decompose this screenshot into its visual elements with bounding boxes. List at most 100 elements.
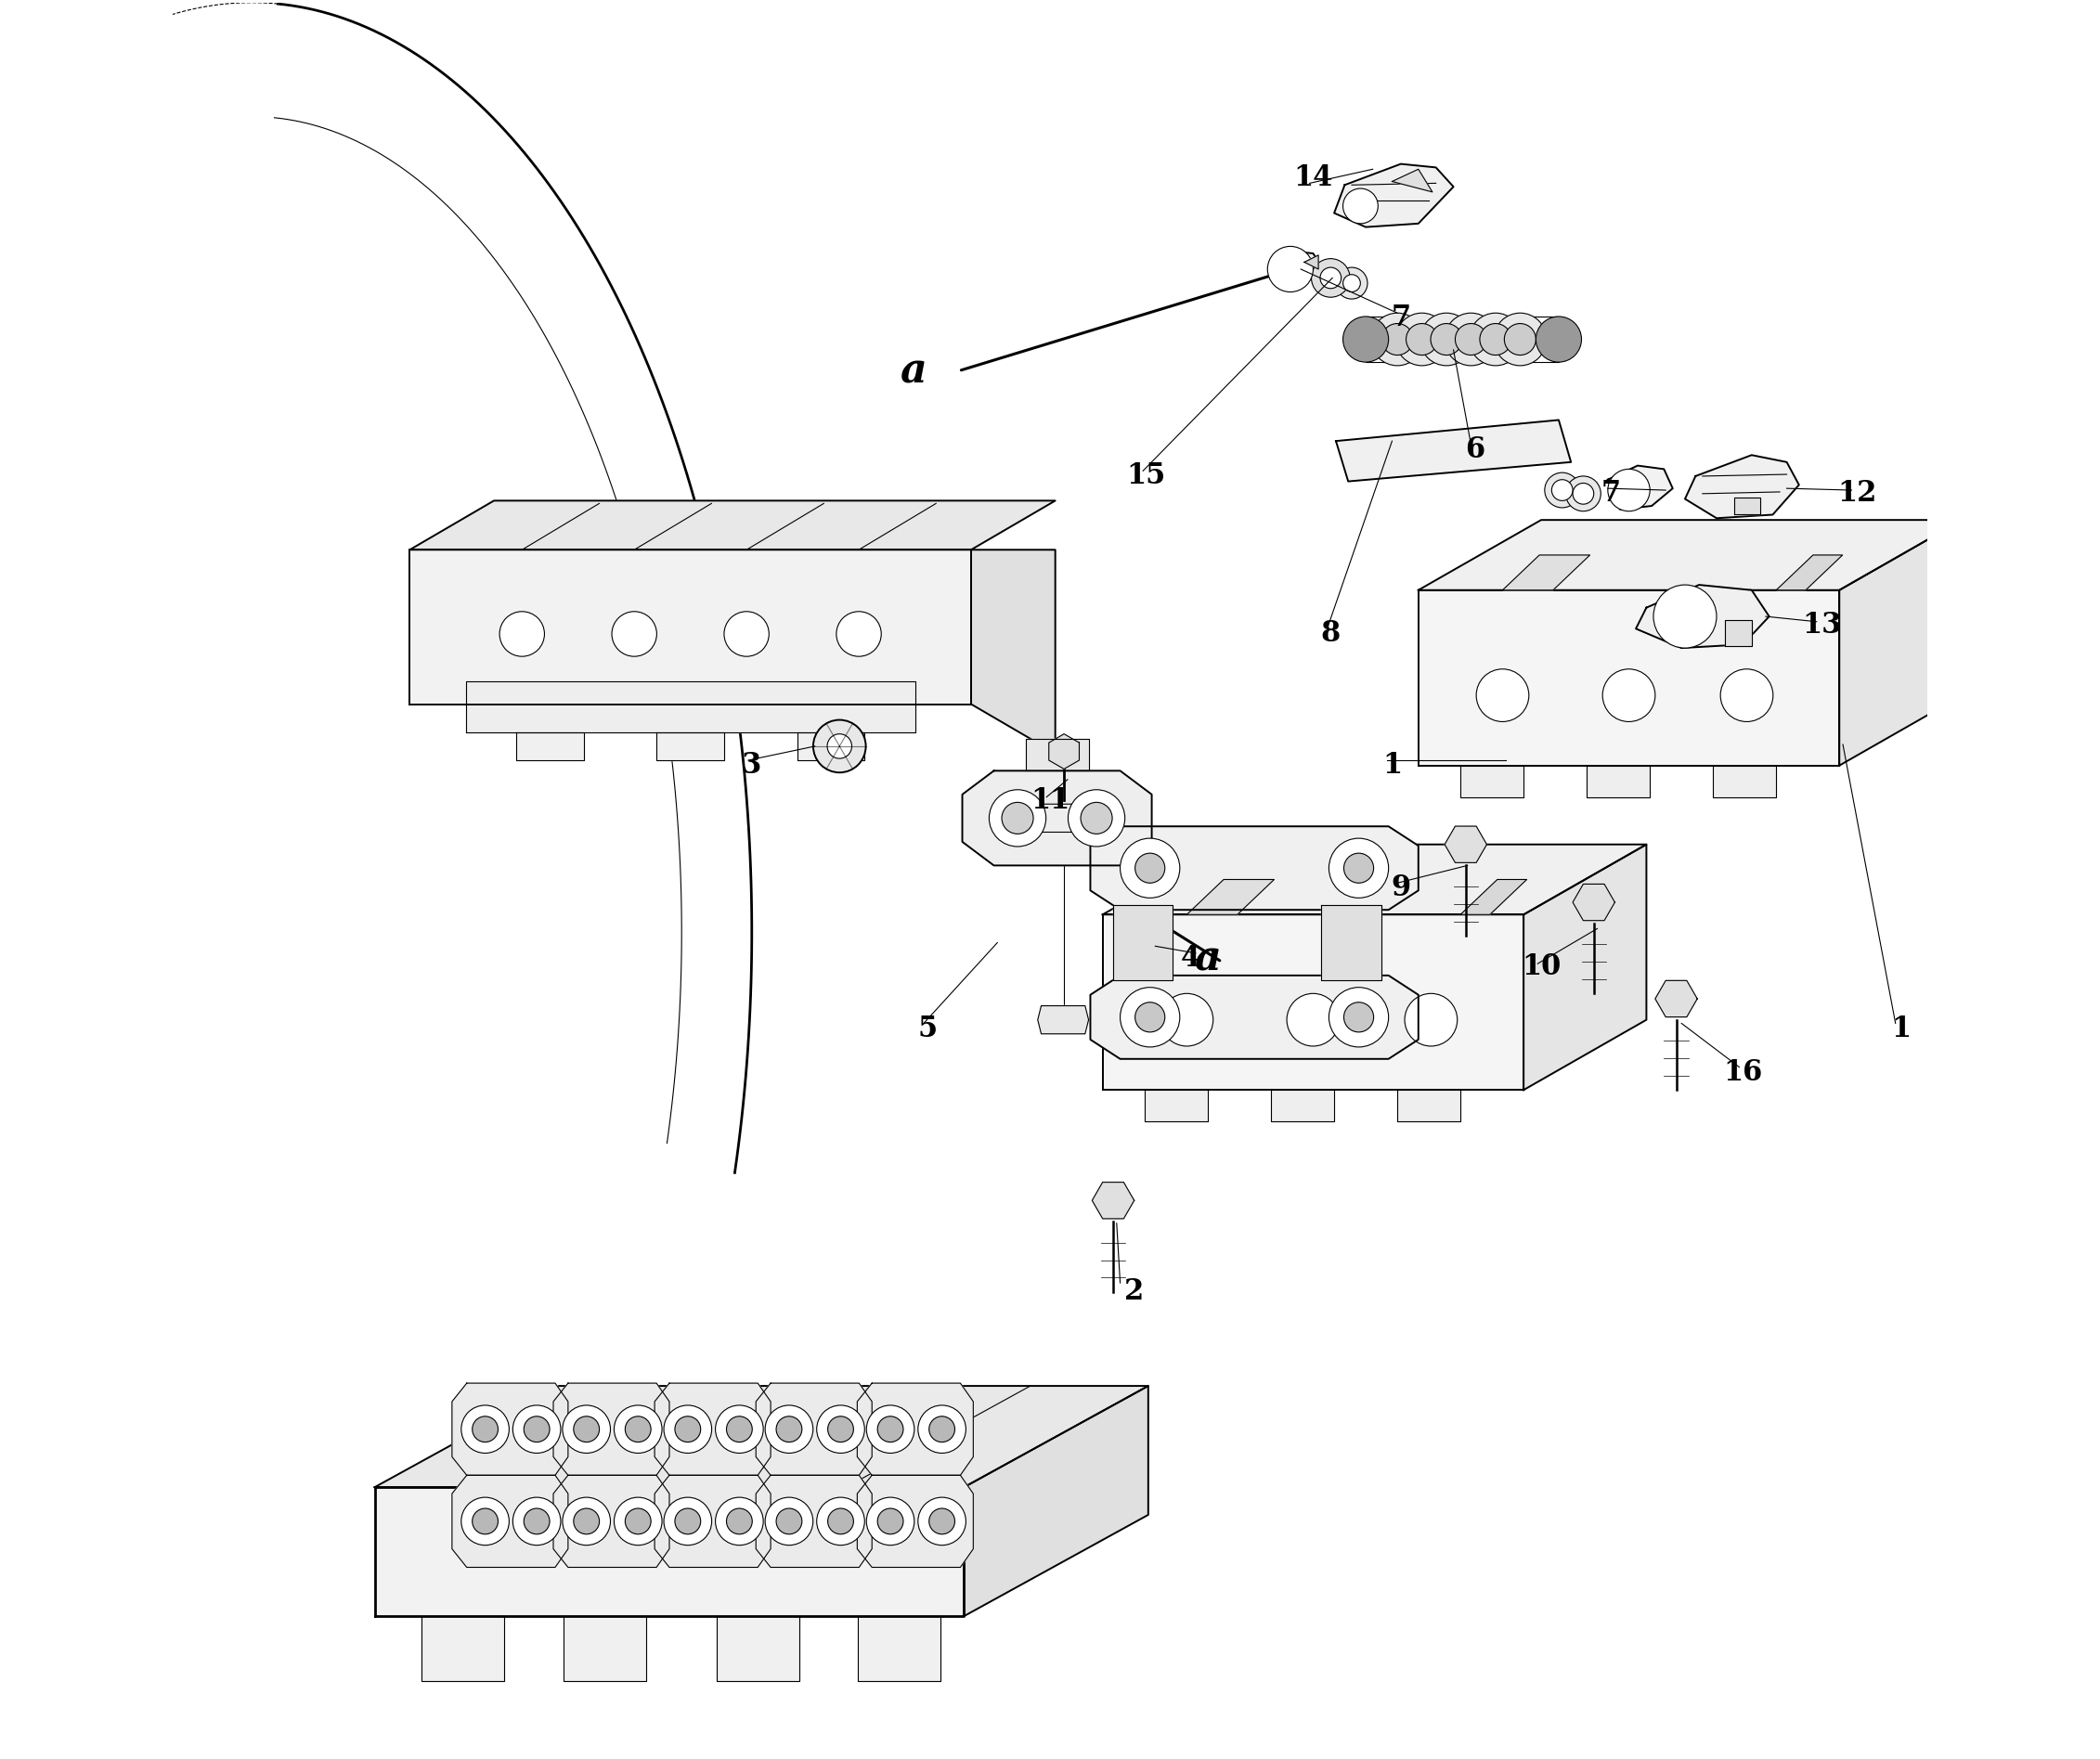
Text: a: a (1195, 939, 1222, 978)
Circle shape (716, 1497, 762, 1544)
Polygon shape (1025, 739, 1088, 770)
Circle shape (1344, 853, 1373, 883)
Text: 10: 10 (1522, 953, 1560, 982)
Text: 14: 14 (1294, 164, 1334, 192)
Polygon shape (1525, 844, 1646, 1091)
Polygon shape (1037, 1006, 1088, 1034)
Circle shape (1470, 313, 1522, 366)
Text: 5: 5 (918, 1015, 937, 1043)
Polygon shape (452, 1383, 569, 1476)
Text: 15: 15 (1128, 461, 1166, 491)
Polygon shape (1636, 584, 1768, 647)
Circle shape (827, 1509, 853, 1534)
Circle shape (1136, 853, 1166, 883)
Circle shape (928, 1416, 956, 1442)
Circle shape (1567, 477, 1600, 512)
Circle shape (1321, 267, 1342, 288)
Polygon shape (1268, 252, 1321, 287)
Text: 12: 12 (1838, 478, 1877, 508)
Polygon shape (655, 1476, 771, 1567)
Circle shape (1287, 994, 1340, 1047)
Circle shape (563, 1497, 611, 1544)
Circle shape (664, 1405, 712, 1453)
Text: 16: 16 (1724, 1057, 1762, 1087)
Circle shape (1720, 668, 1772, 721)
Polygon shape (517, 732, 584, 760)
Circle shape (878, 1509, 903, 1534)
Circle shape (1002, 802, 1033, 834)
Polygon shape (970, 551, 1056, 753)
Polygon shape (1418, 589, 1840, 765)
Circle shape (664, 1497, 712, 1544)
Polygon shape (466, 682, 916, 732)
Circle shape (1082, 802, 1113, 834)
Circle shape (867, 1405, 914, 1453)
Text: 9: 9 (1390, 874, 1411, 902)
Circle shape (1396, 313, 1449, 366)
Polygon shape (1655, 980, 1697, 1017)
Polygon shape (1048, 734, 1079, 769)
Circle shape (1504, 324, 1535, 355)
Circle shape (1119, 987, 1180, 1047)
Circle shape (1329, 987, 1388, 1047)
Circle shape (1310, 259, 1350, 297)
Text: 1: 1 (1890, 1015, 1911, 1043)
Circle shape (1476, 668, 1529, 721)
Circle shape (523, 1509, 550, 1534)
Polygon shape (859, 1617, 941, 1680)
Circle shape (1653, 584, 1716, 647)
Circle shape (626, 1509, 651, 1534)
Circle shape (813, 719, 865, 772)
Polygon shape (1777, 556, 1842, 589)
Circle shape (1344, 1003, 1373, 1033)
Circle shape (472, 1416, 498, 1442)
Circle shape (1602, 668, 1655, 721)
Circle shape (1480, 324, 1512, 355)
Polygon shape (1334, 164, 1453, 227)
Circle shape (1552, 480, 1573, 501)
Polygon shape (410, 501, 1056, 551)
Polygon shape (1735, 498, 1760, 515)
Polygon shape (1588, 765, 1651, 797)
Polygon shape (1090, 827, 1418, 909)
Polygon shape (798, 732, 865, 760)
Polygon shape (1092, 1182, 1134, 1219)
Polygon shape (1113, 906, 1172, 980)
Circle shape (724, 612, 769, 656)
Polygon shape (1714, 765, 1777, 797)
Polygon shape (1460, 765, 1525, 797)
Circle shape (611, 612, 657, 656)
Text: a: a (899, 352, 926, 390)
Polygon shape (422, 1617, 504, 1680)
Text: 13: 13 (1802, 610, 1842, 640)
Circle shape (1430, 324, 1462, 355)
Polygon shape (1321, 906, 1382, 980)
Circle shape (1161, 994, 1214, 1047)
Circle shape (727, 1416, 752, 1442)
Polygon shape (1445, 827, 1487, 862)
Circle shape (500, 612, 544, 656)
Polygon shape (1037, 804, 1088, 832)
Polygon shape (563, 1617, 647, 1680)
Text: 1: 1 (1382, 751, 1403, 779)
Text: 7: 7 (1390, 304, 1411, 332)
Circle shape (1315, 262, 1346, 294)
Polygon shape (1102, 844, 1646, 915)
Circle shape (1573, 484, 1594, 505)
Circle shape (928, 1509, 956, 1534)
Circle shape (817, 1405, 865, 1453)
Text: 11: 11 (1031, 786, 1069, 814)
Polygon shape (655, 1383, 771, 1476)
Circle shape (1382, 324, 1413, 355)
Circle shape (1493, 313, 1546, 366)
Polygon shape (1102, 915, 1525, 1091)
Circle shape (674, 1509, 701, 1534)
Polygon shape (716, 1617, 798, 1680)
Text: 2: 2 (1124, 1277, 1145, 1305)
Polygon shape (857, 1383, 972, 1476)
Polygon shape (1726, 619, 1751, 646)
Polygon shape (1840, 521, 1961, 765)
Circle shape (716, 1405, 762, 1453)
Polygon shape (452, 1476, 569, 1567)
Circle shape (1344, 274, 1361, 292)
